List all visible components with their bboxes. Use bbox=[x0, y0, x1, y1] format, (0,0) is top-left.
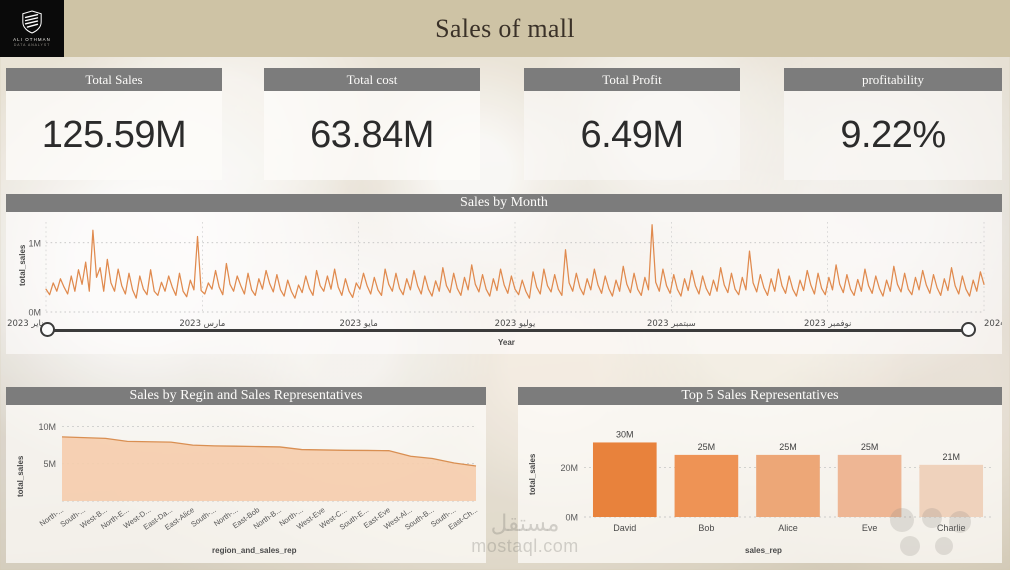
svg-text:1M: 1M bbox=[28, 238, 41, 248]
x-axis-label-top5: sales_rep bbox=[745, 546, 782, 555]
slider-handle-end[interactable] bbox=[961, 322, 976, 337]
brand-role: DATA ANALYST bbox=[13, 42, 51, 47]
svg-text:مارس 2023: مارس 2023 bbox=[179, 319, 225, 329]
kpi-value-container: 6.49M bbox=[524, 91, 740, 180]
kpi-card-total-cost: Total cost 63.84M bbox=[264, 68, 480, 180]
area-chart-svg: 5M10MNorth-...South-...West-B...North-E.… bbox=[38, 422, 479, 532]
kpi-card-total-sales: Total Sales 125.59M bbox=[6, 68, 222, 180]
svg-text:21M: 21M bbox=[942, 452, 960, 462]
svg-text:سبتمبر 2023: سبتمبر 2023 bbox=[647, 319, 696, 329]
svg-text:30M: 30M bbox=[616, 429, 634, 439]
svg-text:مايو 2023: مايو 2023 bbox=[340, 319, 378, 329]
shield-logo-icon bbox=[22, 9, 42, 34]
kpi-label: profitability bbox=[784, 68, 1002, 91]
kpi-card-profitability: profitability 9.22% bbox=[784, 68, 1002, 180]
svg-text:يوليو 2023: يوليو 2023 bbox=[495, 319, 536, 329]
svg-text:David: David bbox=[613, 523, 636, 533]
svg-text:يناير 2023: يناير 2023 bbox=[7, 319, 47, 329]
slider-handle-start[interactable] bbox=[40, 322, 55, 337]
kpi-card-total-profit: Total Profit 6.49M bbox=[524, 68, 740, 180]
svg-text:0M: 0M bbox=[28, 308, 41, 318]
panel-top5-sales-reps: Top 5 Sales Representatives total_sales … bbox=[518, 387, 1002, 563]
kpi-label: Total cost bbox=[264, 68, 480, 91]
kpi-value-container: 63.84M bbox=[264, 91, 480, 180]
svg-text:South-...: South-... bbox=[189, 505, 217, 529]
kpi-value: 9.22% bbox=[840, 114, 946, 156]
kpi-label: Total Sales bbox=[6, 68, 222, 91]
svg-text:5M: 5M bbox=[43, 459, 56, 469]
svg-text:25M: 25M bbox=[698, 442, 716, 452]
brand-logo: ALI OTHMAN DATA ANALYST bbox=[0, 0, 64, 57]
kpi-value-container: 125.59M bbox=[6, 91, 222, 180]
kpi-value-container: 9.22% bbox=[784, 91, 1002, 180]
bar-chart-svg: 0M 20M 30M David 25M Bob 25M Alice 25M Eve 21M Char… bbox=[560, 429, 992, 533]
y-axis-label: total_sales bbox=[18, 244, 27, 286]
panel-title: Sales by Regin and Sales Representatives bbox=[6, 387, 486, 405]
svg-text:نوفمبر 2023: نوفمبر 2023 bbox=[804, 319, 851, 329]
x-axis-label-month: Year bbox=[498, 338, 515, 347]
svg-text:25M: 25M bbox=[779, 442, 797, 452]
kpi-value: 6.49M bbox=[580, 114, 684, 156]
dashboard-header: ALI OTHMAN DATA ANALYST Sales of mall bbox=[0, 0, 1010, 57]
slider-track[interactable] bbox=[48, 329, 968, 332]
year-range-slider[interactable] bbox=[40, 322, 976, 338]
chart-sales-by-region[interactable]: total_sales 5M 10M North-... South-... West-… bbox=[6, 405, 486, 563]
page-title: Sales of mall bbox=[435, 13, 575, 43]
panel-sales-by-region: Sales by Regin and Sales Representatives… bbox=[6, 387, 486, 563]
kpi-value: 63.84M bbox=[310, 114, 434, 156]
y-axis-label: total_sales bbox=[528, 453, 537, 495]
svg-text:20M: 20M bbox=[560, 463, 578, 473]
chart-top5-sales-reps[interactable]: total_sales 0M 20M 30M David 25M Bob 25M Alice 2… bbox=[518, 405, 1002, 563]
svg-text:10M: 10M bbox=[38, 422, 56, 432]
line-chart-svg: 0M 1M يناير 2023 مارس 2023 مايو 2023 يوليو 20… bbox=[7, 222, 1010, 329]
brand-name: ALI OTHMAN bbox=[13, 36, 51, 42]
kpi-value: 125.59M bbox=[41, 114, 187, 156]
svg-text:Alice: Alice bbox=[778, 523, 798, 533]
svg-text:0M: 0M bbox=[565, 513, 578, 523]
kpi-label: Total Profit bbox=[524, 68, 740, 91]
svg-text:يناير 2024: يناير 2024 bbox=[984, 319, 1002, 329]
svg-text:Bob: Bob bbox=[698, 523, 714, 533]
x-axis-label-region: region_and_sales_rep bbox=[212, 546, 297, 555]
svg-text:Charlie: Charlie bbox=[937, 523, 966, 533]
panel-title: Top 5 Sales Representatives bbox=[518, 387, 1002, 405]
svg-text:25M: 25M bbox=[861, 442, 879, 452]
y-axis-label: total_sales bbox=[16, 455, 25, 497]
svg-text:Eve: Eve bbox=[862, 523, 878, 533]
panel-title: Sales by Month bbox=[6, 194, 1002, 212]
